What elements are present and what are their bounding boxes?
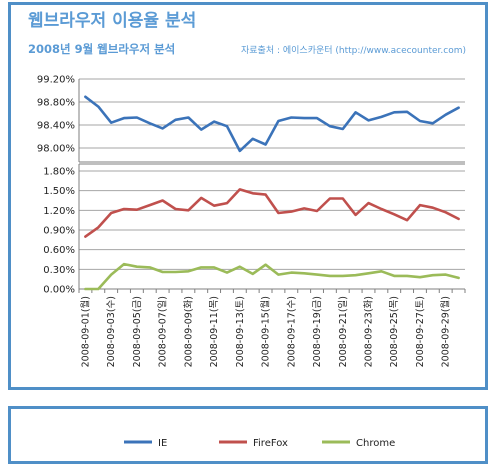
lower-y-tick-label: 1.80% [43, 167, 75, 178]
series-line-chrome [84, 262, 460, 291]
series-line-ie [84, 95, 460, 153]
lower-y-tick-label: 0.00% [43, 285, 75, 296]
chart-frame [8, 2, 488, 390]
x-tick-label: 2008-09-29(월) [440, 296, 452, 367]
x-tick-label: 2008-09-15(월) [260, 296, 272, 367]
x-tick-label: 2008-09-27(토) [415, 296, 426, 367]
lower-y-tick-label: 0.60% [43, 245, 75, 256]
x-tick-label: 2008-09-11(목) [209, 296, 220, 367]
x-tick-label: 2008-09-25(목) [389, 296, 400, 367]
series-line-firefox [84, 188, 460, 238]
x-tick-label: 2008-09-19(금) [312, 296, 323, 367]
x-tick-label: 2008-09-07(일) [158, 296, 169, 367]
upper-y-tick-label: 98.00% [37, 144, 75, 155]
lower-y-tick-label: 1.20% [43, 206, 75, 217]
legend: IE FireFox Chrome [124, 438, 395, 449]
legend-frame [8, 406, 488, 464]
upper-y-tick-label: 98.40% [37, 121, 75, 132]
lower-y-tick-label: 0.90% [43, 226, 75, 237]
x-tick-label: 2008-09-09(화) [183, 296, 194, 367]
x-tick-label: 2008-09-03(수) [106, 296, 117, 367]
legend-label-firefox: FireFox [253, 438, 288, 449]
x-tick-label: 2008-09-13(토) [235, 296, 246, 367]
lower-y-tick-label: 1.50% [43, 186, 75, 197]
x-tick-label: 2008-09-17(수) [286, 296, 297, 367]
x-tick-label: 2008-09-23(화) [364, 296, 375, 367]
legend-label-ie: IE [158, 438, 167, 449]
chart-source: 자료출처 : 에이스카운터 (http://www.acecounter.com… [241, 44, 466, 56]
upper-y-tick-label: 99.20% [37, 75, 75, 86]
x-tick-label: 2008-09-01(월) [79, 296, 91, 367]
chart-title: 웹브라우저 이용율 분석 [28, 11, 196, 31]
x-tick-label: 2008-09-05(금) [132, 296, 143, 367]
x-tick-label: 2008-09-21(일) [338, 296, 349, 367]
lower-y-tick-label: 0.30% [43, 265, 75, 276]
upper-y-tick-label: 98.80% [37, 98, 75, 109]
legend-label-chrome: Chrome [356, 438, 395, 449]
series-layer [84, 95, 460, 291]
chart-subtitle: 2008년 9월 웹브라우저 분석 [28, 42, 175, 56]
x-tick-labels: 2008-09-01(월) 2008-09-03(수) 2008-09-05(금) 2… [79, 296, 451, 367]
axis-lines [78, 79, 466, 293]
upper-grid: 99.20% 98.80% 98.40% 98.00% [37, 75, 465, 155]
